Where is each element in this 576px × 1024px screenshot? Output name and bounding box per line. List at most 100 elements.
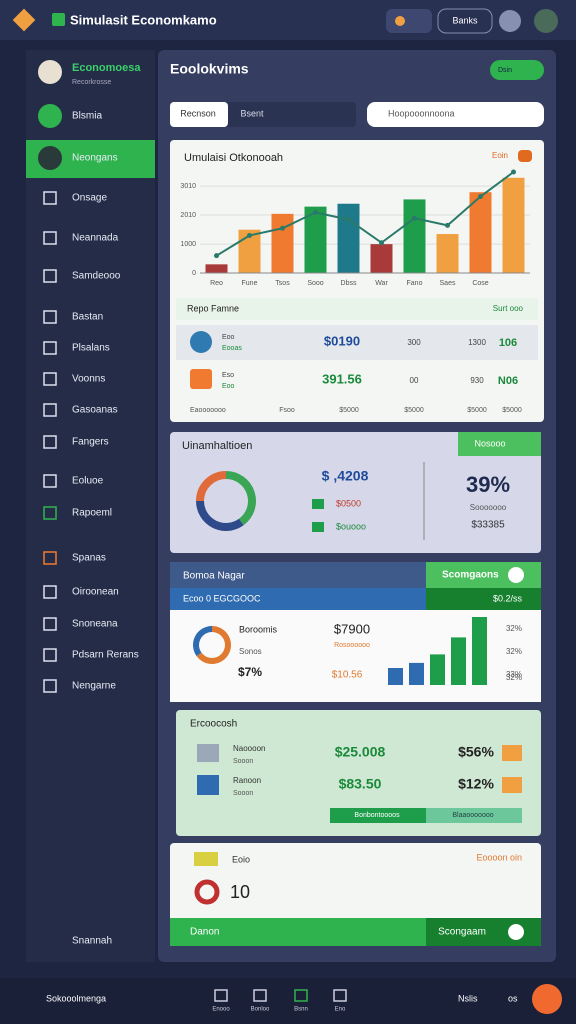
label: 106 — [499, 337, 517, 349]
bar — [469, 192, 492, 273]
footer-bar[interactable] — [170, 918, 426, 946]
nav-icon — [43, 474, 57, 488]
banks-button[interactable] — [437, 8, 493, 34]
nav-item: Neannada — [72, 233, 119, 244]
icon — [194, 852, 218, 866]
legend-swatch — [312, 522, 324, 532]
label: $56% — [458, 744, 494, 760]
amount: $7900 — [334, 621, 370, 636]
bar — [238, 229, 261, 273]
label: 930 — [470, 376, 484, 385]
nav-icon — [43, 231, 57, 245]
label: Repo Famne — [187, 303, 239, 313]
label: Eoooon oin — [476, 852, 522, 862]
label: $12% — [458, 776, 494, 792]
nav-icon — [43, 585, 57, 599]
label: Nosooo — [474, 438, 505, 448]
label: $5000 — [339, 407, 359, 414]
mini-bar — [409, 662, 424, 685]
nav-item: Eoluoe — [72, 476, 104, 487]
nav-item: Bastan — [72, 312, 103, 323]
card2 — [170, 432, 541, 553]
line — [215, 171, 515, 257]
donut-segment — [193, 626, 213, 657]
donut-segment — [196, 626, 231, 664]
nav-label: Bsnn — [294, 1007, 308, 1013]
label: 10 — [230, 882, 250, 902]
button-label: Blaaooooooo — [452, 812, 493, 819]
search-box[interactable] — [367, 102, 544, 127]
action-button[interactable] — [532, 984, 562, 1014]
nav-item: Onsage — [72, 193, 107, 204]
label: Bomoa Nagar — [183, 571, 245, 582]
tab-active[interactable] — [170, 102, 228, 127]
page-title: Eoolokvims — [170, 61, 249, 77]
toggle[interactable] — [490, 60, 544, 80]
button[interactable] — [330, 808, 426, 823]
avatar — [38, 60, 62, 84]
bar — [403, 199, 426, 273]
line-point — [313, 209, 318, 215]
line-point — [412, 215, 417, 221]
avatar[interactable] — [534, 9, 558, 33]
tag[interactable] — [458, 432, 541, 456]
label: Sokooolmenga — [46, 993, 106, 1003]
label: Eoio — [232, 854, 250, 864]
label: 00 — [410, 376, 419, 385]
line-point — [214, 253, 219, 259]
nav-icon — [43, 435, 57, 449]
check — [508, 924, 524, 940]
label: Economoesa — [72, 62, 141, 74]
nav-icon — [43, 269, 57, 283]
label: Sonos — [239, 647, 262, 656]
amount: $83.50 — [339, 776, 382, 792]
nav-label: Eno — [335, 1007, 346, 1013]
x-tick-label: Reo — [210, 280, 223, 287]
badge — [502, 745, 522, 761]
nav-icon — [214, 989, 228, 1002]
label: 33% — [506, 670, 522, 679]
badge — [518, 150, 532, 162]
nav-icon — [43, 191, 57, 205]
label: Scomgaons — [442, 570, 499, 581]
label: Surt ooo — [493, 304, 524, 313]
settings[interactable] — [499, 10, 521, 32]
label: $5000 — [502, 407, 522, 414]
label: 300 — [407, 338, 421, 347]
nav-item: Spanas — [72, 553, 106, 564]
bar — [436, 234, 459, 273]
nav-item: Gasoanas — [72, 405, 118, 416]
label: 39% — [466, 472, 510, 497]
bar — [370, 244, 393, 273]
y-tick-label: 2010 — [180, 212, 196, 219]
label: 32% — [506, 673, 522, 682]
label: os — [508, 993, 518, 1003]
label: 1300 — [468, 338, 486, 347]
search-button[interactable] — [386, 9, 432, 33]
line-point — [280, 225, 285, 231]
nav-label: Bonloo — [251, 1007, 270, 1013]
icon — [194, 879, 220, 905]
x-tick-label: Fune — [242, 280, 258, 287]
x-tick-label: Fano — [407, 280, 423, 287]
nav-item: Voonns — [72, 374, 105, 385]
nav-icon — [43, 310, 57, 324]
label: Ecoo 0 EGCGOOC — [183, 593, 261, 603]
card3-sub — [170, 588, 426, 610]
x-tick-label: Tsos — [275, 280, 290, 287]
mini-bar — [430, 654, 445, 685]
line-point — [478, 194, 483, 200]
button[interactable] — [426, 808, 522, 823]
mini-bar — [388, 668, 403, 685]
legend-entry: $0500 — [336, 498, 361, 508]
label: Fsoo — [279, 407, 295, 414]
nav-icon — [294, 989, 308, 1002]
line-point — [247, 232, 252, 238]
nav-icon — [43, 617, 57, 631]
label: Naoooon — [233, 744, 265, 753]
card3-head — [170, 562, 426, 588]
nav-item: Plsalans — [72, 343, 110, 354]
label: Snannah — [72, 936, 112, 947]
